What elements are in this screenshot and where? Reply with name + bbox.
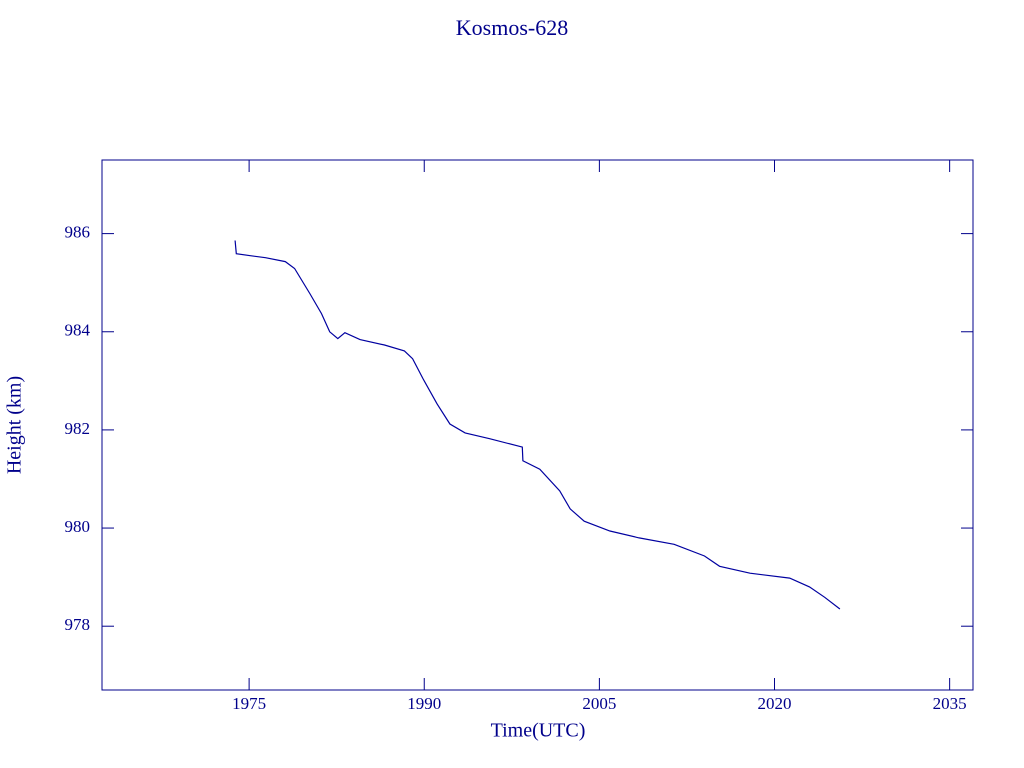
x-tick-label: 1990: [407, 694, 441, 713]
y-tick-label: 982: [65, 419, 91, 438]
y-tick-label: 986: [65, 223, 91, 242]
y-tick-label: 984: [65, 321, 91, 340]
y-tick-label: 978: [65, 615, 91, 634]
x-tick-label: 2005: [582, 694, 616, 713]
x-tick-label: 2035: [933, 694, 967, 713]
plot-frame: [101, 159, 974, 691]
x-axis-label: Time(UTC): [491, 720, 586, 742]
data-line: [234, 240, 841, 610]
x-tick-label: 1975: [232, 694, 266, 713]
x-tick-label: 2020: [758, 694, 792, 713]
y-axis-label: Height (km): [4, 376, 26, 474]
y-tick-label: 980: [65, 517, 91, 536]
chart-title: Kosmos-628: [456, 15, 568, 40]
